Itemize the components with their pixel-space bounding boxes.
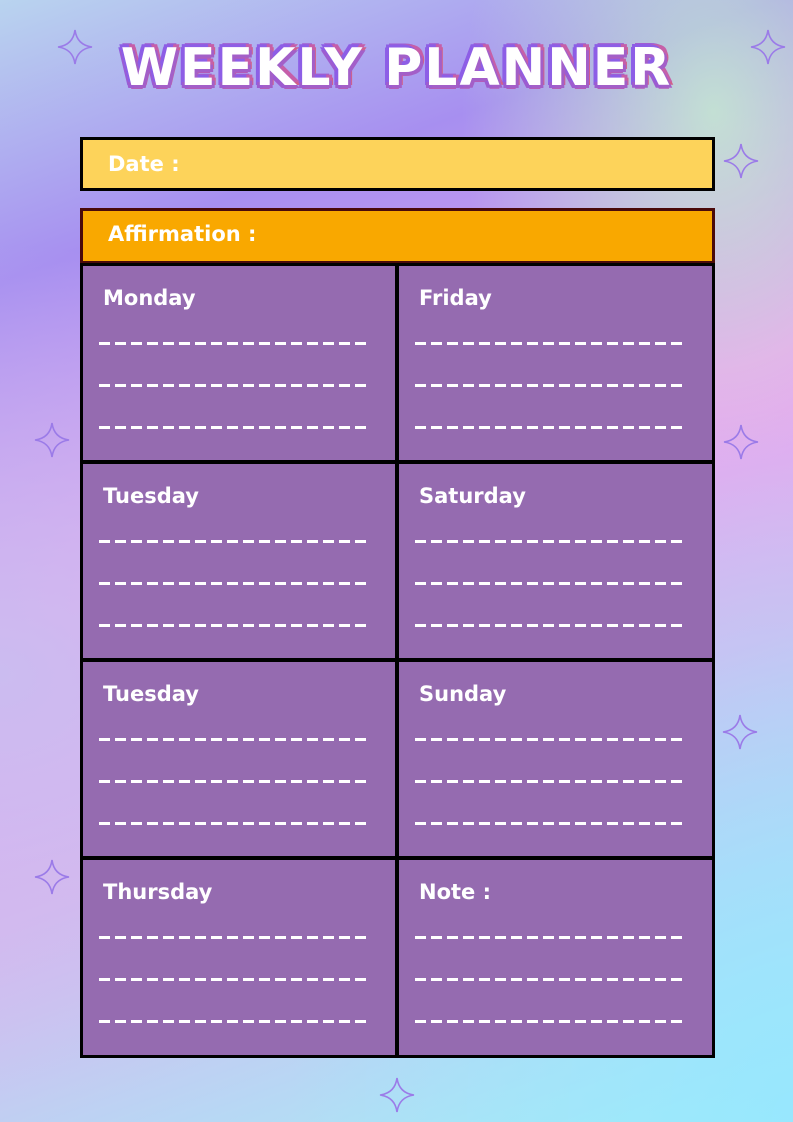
- affirmation-label: Affirmation :: [108, 222, 257, 246]
- sparkle-icon: [34, 859, 70, 895]
- writing-line: [415, 384, 686, 387]
- writing-line: [415, 780, 686, 783]
- day-label: Saturday: [419, 484, 526, 508]
- writing-line: [99, 1020, 369, 1023]
- sparkle-icon: [723, 424, 759, 460]
- sparkle-icon: [34, 422, 70, 458]
- writing-line: [99, 978, 369, 981]
- writing-line: [99, 822, 369, 825]
- sparkle-icon: [722, 714, 758, 750]
- date-field[interactable]: Date :: [80, 137, 715, 191]
- writing-line: [415, 624, 686, 627]
- writing-line: [99, 582, 369, 585]
- writing-line: [415, 426, 686, 429]
- writing-line: [415, 936, 686, 939]
- writing-line: [415, 342, 686, 345]
- writing-line: [99, 624, 369, 627]
- writing-line: [99, 780, 369, 783]
- day-cell-monday[interactable]: Monday: [80, 263, 398, 463]
- day-cell-note[interactable]: Note :: [396, 857, 715, 1058]
- writing-line: [99, 738, 369, 741]
- day-cell-saturday[interactable]: Saturday: [396, 461, 715, 661]
- day-label: Sunday: [419, 682, 507, 706]
- day-label: Thursday: [103, 880, 213, 904]
- day-label: Note :: [419, 880, 491, 904]
- writing-line: [415, 540, 686, 543]
- day-label: Tuesday: [103, 682, 199, 706]
- writing-line: [99, 342, 369, 345]
- writing-line: [99, 936, 369, 939]
- sparkle-icon: [379, 1077, 415, 1113]
- day-label: Monday: [103, 286, 196, 310]
- day-cell-sunday[interactable]: Sunday: [396, 659, 715, 859]
- day-label: Tuesday: [103, 484, 199, 508]
- date-label: Date :: [108, 152, 180, 176]
- sparkle-icon: [750, 29, 786, 65]
- writing-line: [415, 582, 686, 585]
- writing-line: [99, 384, 369, 387]
- writing-line: [415, 738, 686, 741]
- day-cell-thursday[interactable]: Thursday: [80, 857, 398, 1058]
- page-title: WEEKLY PLANNER: [120, 38, 673, 98]
- day-cell-friday[interactable]: Friday: [396, 263, 715, 463]
- day-label: Friday: [419, 286, 492, 310]
- writing-line: [415, 1020, 686, 1023]
- writing-line: [99, 540, 369, 543]
- sparkle-icon: [723, 143, 759, 179]
- day-cell-tuesday[interactable]: Tuesday: [80, 659, 398, 859]
- writing-line: [99, 426, 369, 429]
- sparkle-icon: [57, 29, 93, 65]
- writing-line: [415, 822, 686, 825]
- writing-line: [415, 978, 686, 981]
- affirmation-field[interactable]: Affirmation :: [80, 208, 715, 264]
- day-cell-tuesday[interactable]: Tuesday: [80, 461, 398, 661]
